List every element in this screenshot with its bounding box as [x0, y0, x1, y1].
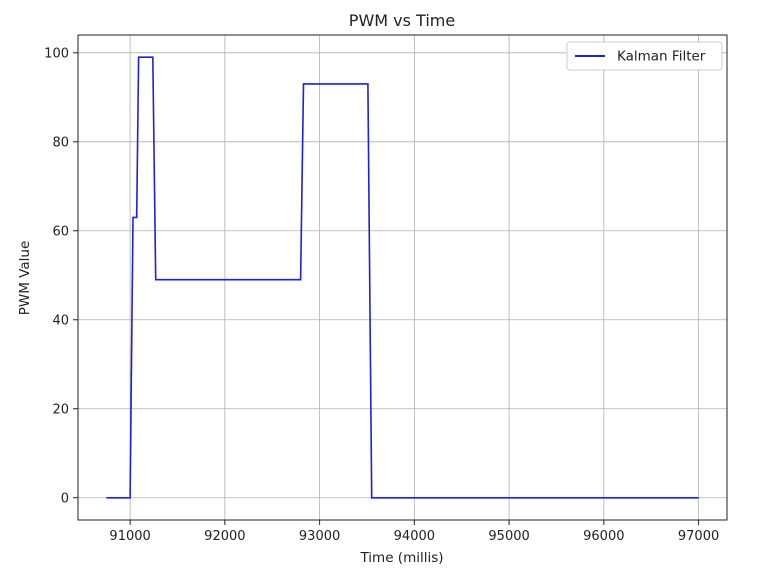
y-tick-label: 40: [52, 313, 69, 328]
y-tick-label: 20: [52, 402, 69, 417]
x-axis-label: Time (millis): [359, 550, 443, 566]
legend-box: [566, 41, 723, 71]
y-tick-label: 60: [52, 224, 69, 239]
x-tick-label: 93000: [299, 529, 340, 544]
x-tick-label: 96000: [583, 529, 624, 544]
y-tick-label: 0: [61, 491, 69, 506]
y-tick-label: 80: [52, 135, 69, 150]
x-tick-label: 91000: [109, 529, 150, 544]
legend-label: Kalman Filter: [617, 49, 706, 65]
x-tick-label: 94000: [394, 529, 435, 544]
x-tick-label: 95000: [488, 529, 529, 544]
y-axis-label: PWM Value: [17, 241, 33, 316]
y-tick-label: 100: [44, 46, 69, 61]
y-axis-ticks: 0 20 40 60 80 100: [44, 46, 78, 506]
x-tick-label: 92000: [204, 529, 245, 544]
series-layer: [106, 56, 699, 499]
x-tick-label: 97000: [678, 529, 719, 544]
legend: Kalman Filter: [566, 41, 723, 71]
series-line-0: [106, 56, 699, 499]
chart-title: PWM vs Time: [349, 11, 455, 30]
plot-frame: [77, 34, 728, 521]
x-axis-ticks: 91000 92000 93000 94000 95000 96000 97000: [109, 520, 719, 544]
